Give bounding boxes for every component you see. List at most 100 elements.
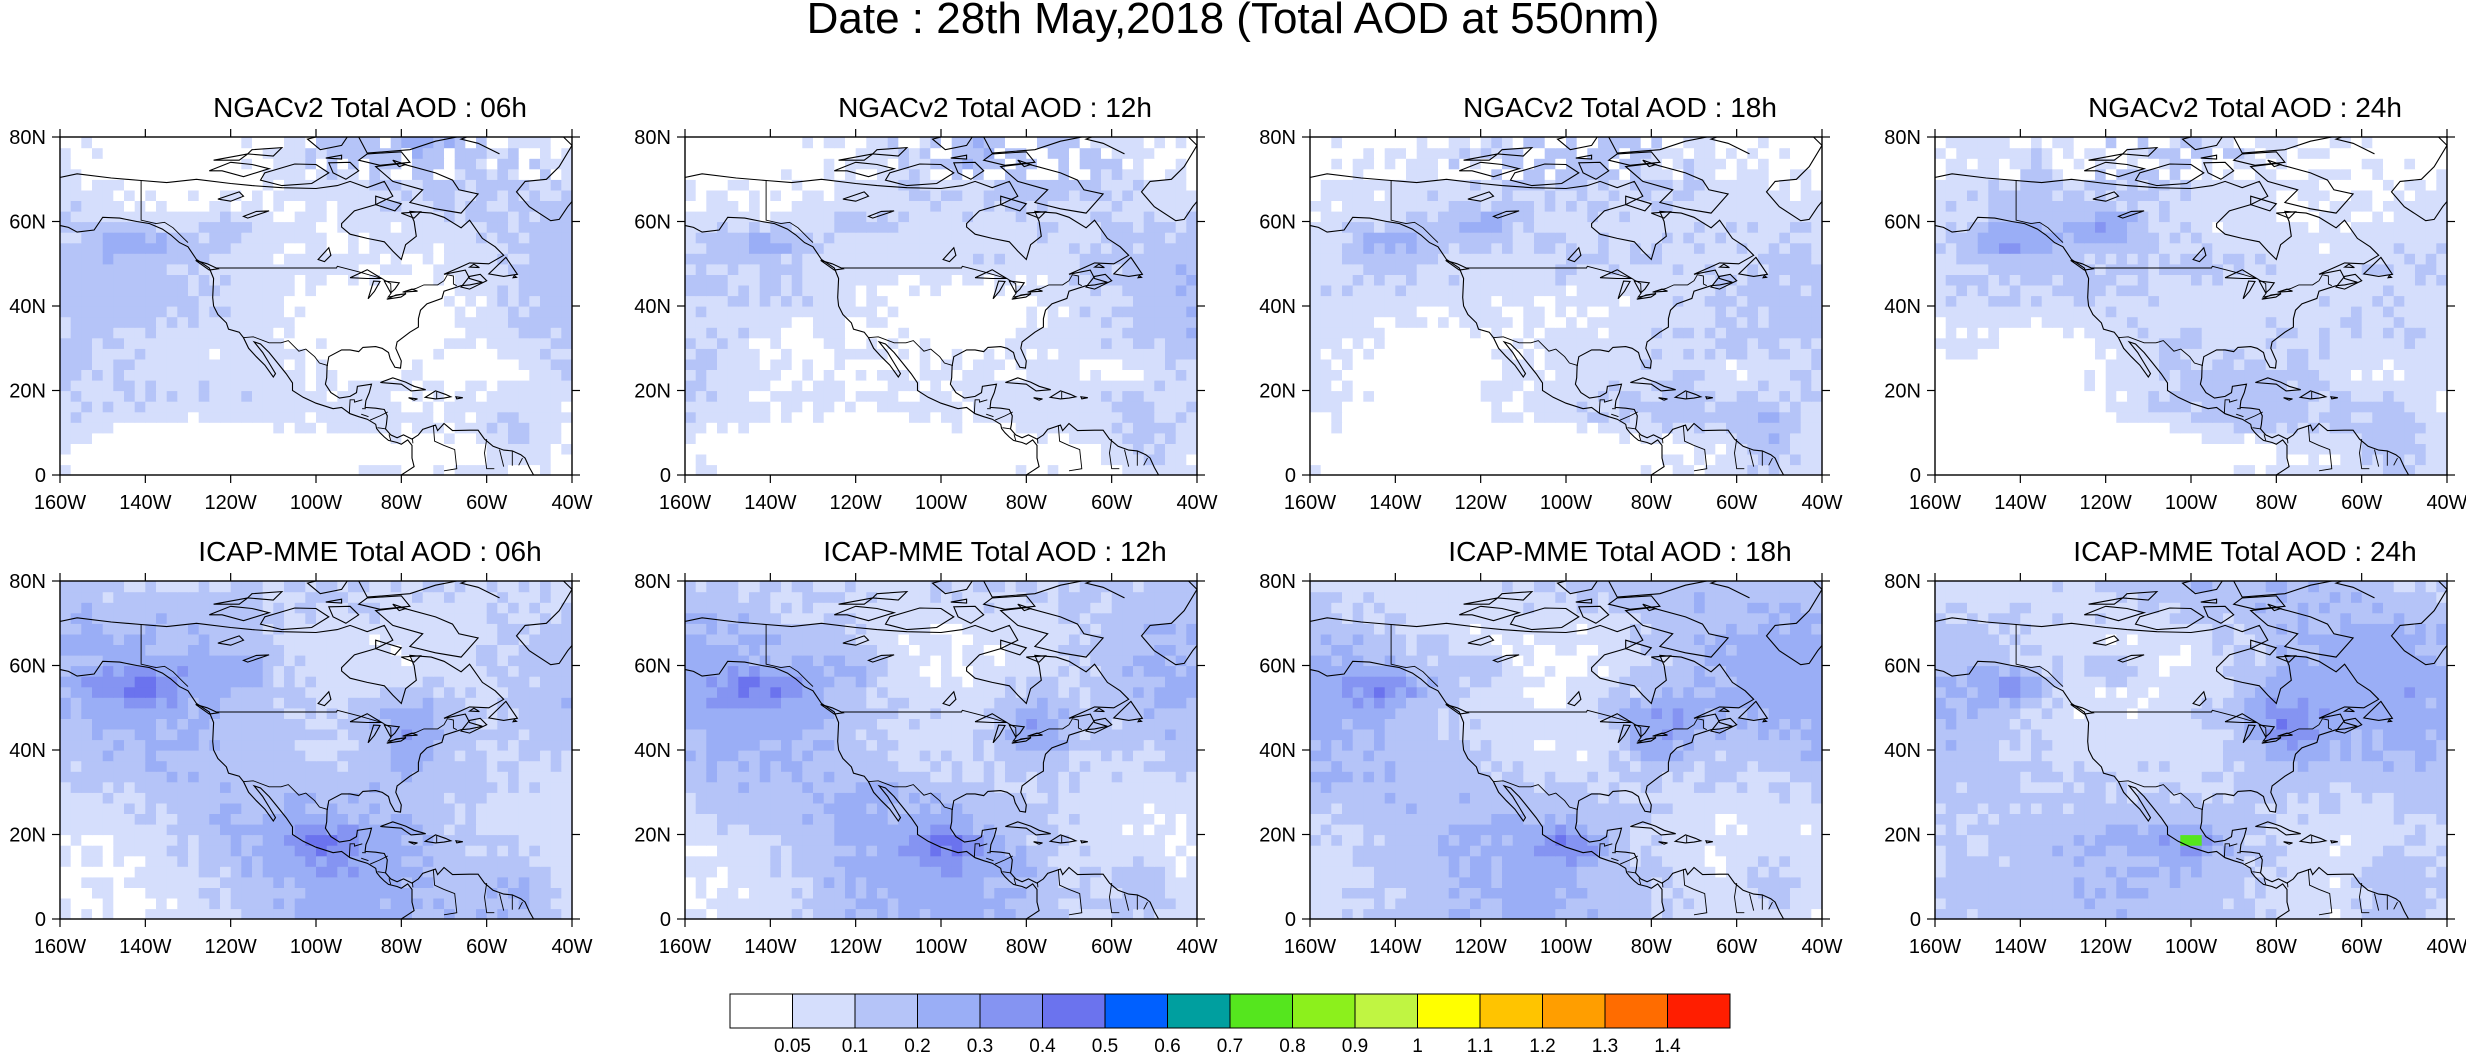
x-tick-label: 160W: [659, 492, 711, 514]
map-panel-icap-mme-24h: ICAP-MME Total AOD : 24h 160W 140W 120W 100W…: [1884, 536, 2466, 966]
coastlines: [685, 137, 1197, 475]
colorbar-swatch: [792, 993, 856, 1029]
x-tick-label: 140W: [1369, 936, 1421, 958]
colorbar-swatch: [1104, 993, 1168, 1029]
political-borders: [765, 624, 1148, 916]
y-tick-label: 20N: [1259, 381, 1296, 403]
map-panel-icap-mme-18h: ICAP-MME Total AOD : 18h 160W 140W 120W 100W…: [1259, 536, 1930, 966]
y-tick-label: 40N: [634, 740, 671, 762]
y-tick-label: 40N: [1259, 740, 1296, 762]
colorbar-label: 1.3: [1592, 1036, 1618, 1056]
colorbar-label: 0.9: [1342, 1036, 1368, 1056]
y-tick-label: 0: [1910, 909, 1921, 931]
colorbar-swatch: [1542, 993, 1606, 1029]
y-tick-label: 40N: [9, 296, 46, 318]
panel-title: NGACv2 Total AOD : 06h: [213, 92, 527, 123]
y-tick-label: 80N: [1259, 127, 1296, 149]
colorbar-label: 1.4: [1654, 1036, 1681, 1056]
y-tick-label: 0: [35, 909, 46, 931]
map-plot: 160W 140W 120W 100W 80W 60W 40W 0 20N 40N 60N 80N: [1884, 127, 2466, 514]
x-tick-label: 160W: [1909, 936, 1961, 958]
y-tick-label: 20N: [634, 825, 671, 847]
x-tick-label: 160W: [1284, 936, 1336, 958]
x-tick-label: 80W: [381, 936, 422, 958]
y-tick-label: 60N: [1884, 656, 1921, 678]
x-tick-label: 140W: [119, 936, 171, 958]
x-tick-label: 100W: [1540, 936, 1592, 958]
colorbar-label: 0.4: [1029, 1036, 1056, 1056]
panel-title: ICAP-MME Total AOD : 24h: [2073, 536, 2417, 567]
map-panel-ngacv2-06h: NGACv2 Total AOD : 06h 160W 140W 120W 100W 80…: [9, 92, 680, 522]
y-tick-label: 0: [1285, 909, 1296, 931]
x-tick-label: 120W: [205, 492, 257, 514]
x-tick-label: 140W: [1994, 936, 2046, 958]
aod-field: [1310, 137, 1823, 476]
panel-title: ICAP-MME Total AOD : 12h: [823, 536, 1167, 567]
colorbar-label: 1: [1412, 1036, 1423, 1056]
colorbar-label: 0.7: [1217, 1036, 1243, 1056]
x-tick-label: 120W: [1455, 936, 1507, 958]
x-tick-label: 100W: [2165, 936, 2217, 958]
x-tick-label: 40W: [2426, 936, 2466, 958]
x-tick-label: 100W: [915, 492, 967, 514]
x-tick-label: 120W: [1455, 492, 1507, 514]
map-panel-ngacv2-12h: NGACv2 Total AOD : 12h 160W 140W 120W 100W 80…: [634, 92, 1305, 522]
x-tick-label: 60W: [1716, 936, 1757, 958]
colorbar-swatch: [1292, 993, 1356, 1029]
x-tick-label: 140W: [1994, 492, 2046, 514]
colorbar-swatch: [979, 993, 1043, 1029]
map-panel-ngacv2-24h: NGACv2 Total AOD : 24h 160W 140W 120W 100W 80…: [1884, 92, 2466, 522]
y-tick-label: 80N: [1884, 571, 1921, 593]
x-tick-label: 60W: [1091, 492, 1132, 514]
y-tick-label: 80N: [1884, 127, 1921, 149]
colorbar-swatch: [1167, 993, 1231, 1029]
y-tick-label: 80N: [634, 571, 671, 593]
aod-colorbar: 0.05 0.1 0.2 0.3 0.4 0.5 0.6 0.7 0.8 0.9 1 1.1 1.2 1.…: [729, 993, 1731, 1056]
y-tick-label: 80N: [9, 127, 46, 149]
y-tick-label: 20N: [1884, 825, 1921, 847]
coastlines: [1310, 137, 1822, 475]
aod-field: [685, 581, 1198, 920]
colorbar-swatch: [917, 993, 981, 1029]
x-tick-label: 160W: [1909, 492, 1961, 514]
panel-title: NGACv2 Total AOD : 12h: [838, 92, 1152, 123]
colorbar-swatch: [1042, 993, 1106, 1029]
y-tick-label: 0: [1285, 465, 1296, 487]
colorbar-swatch: [1479, 993, 1543, 1029]
x-tick-label: 120W: [2080, 492, 2132, 514]
colorbar-label: 0.6: [1154, 1036, 1180, 1056]
colorbar-label: 0.5: [1092, 1036, 1118, 1056]
figure-title: Date : 28th May,2018 (Total AOD at 550nm…: [806, 0, 1660, 43]
political-borders: [2015, 180, 2398, 472]
colorbar-swatch: [1229, 993, 1293, 1029]
x-tick-label: 80W: [1006, 492, 1047, 514]
aod-field: [60, 581, 573, 920]
y-tick-label: 20N: [9, 381, 46, 403]
x-tick-label: 40W: [551, 492, 592, 514]
x-tick-label: 140W: [744, 936, 796, 958]
x-tick-label: 40W: [551, 936, 592, 958]
y-tick-label: 20N: [9, 825, 46, 847]
political-borders: [2015, 624, 2398, 916]
y-tick-label: 80N: [9, 571, 46, 593]
x-tick-label: 60W: [2341, 492, 2382, 514]
x-tick-label: 60W: [1716, 492, 1757, 514]
coastlines: [1935, 581, 2447, 919]
x-tick-label: 80W: [2256, 492, 2297, 514]
colorbar-label: 1.2: [1529, 1036, 1555, 1056]
map-panel-icap-mme-06h: ICAP-MME Total AOD : 06h 160W 140W 120W 100W…: [9, 536, 680, 966]
coastlines: [60, 137, 572, 475]
y-tick-label: 60N: [1259, 656, 1296, 678]
y-tick-label: 60N: [9, 656, 46, 678]
colorbar-label: 0.8: [1279, 1036, 1305, 1056]
map-plot: 160W 140W 120W 100W 80W 60W 40W 0 20N 40N 60N 80N: [1259, 571, 1842, 958]
panel-title: ICAP-MME Total AOD : 18h: [1448, 536, 1792, 567]
panel-title: NGACv2 Total AOD : 18h: [1463, 92, 1777, 123]
x-tick-label: 40W: [2426, 492, 2466, 514]
x-tick-label: 80W: [1006, 936, 1047, 958]
x-tick-label: 60W: [466, 936, 507, 958]
colorbar-label: 0.05: [774, 1036, 811, 1056]
y-tick-label: 40N: [9, 740, 46, 762]
aod-field: [60, 137, 573, 476]
map-plot: 160W 140W 120W 100W 80W 60W 40W 0 20N 40N 60N 80N: [1259, 127, 1842, 514]
